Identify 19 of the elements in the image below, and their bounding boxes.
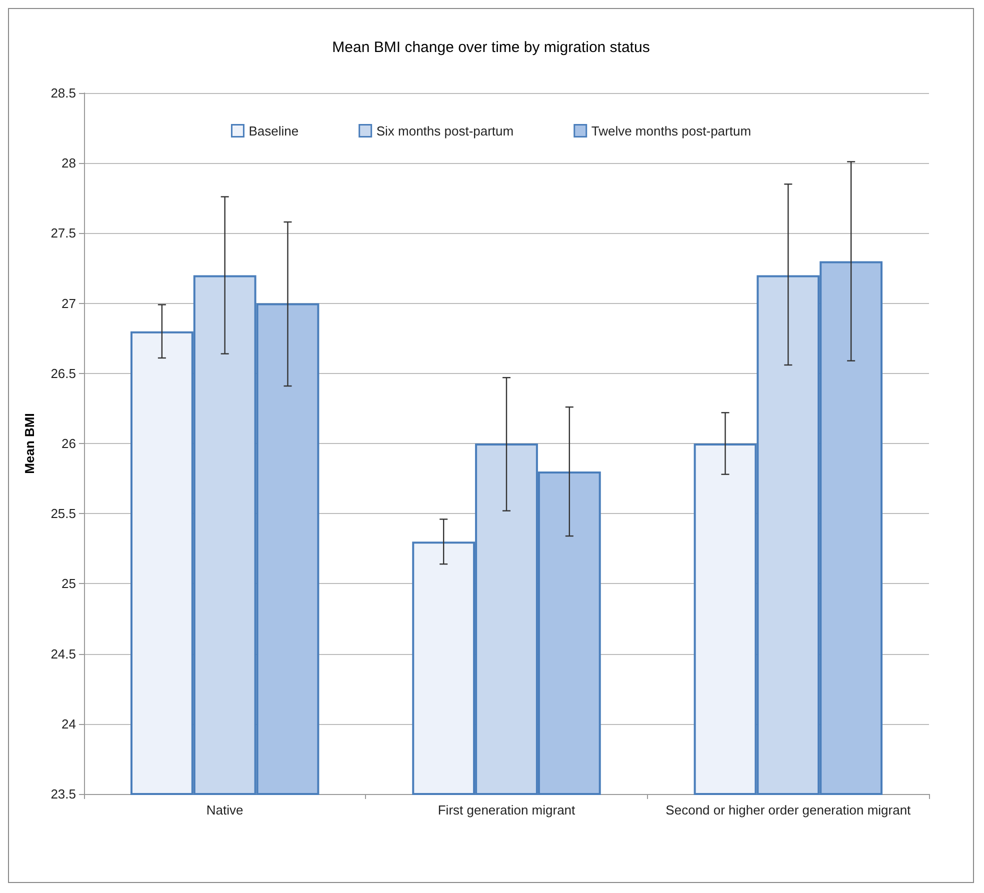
x-tick-label: Native	[206, 802, 244, 818]
x-tick-label: Second or higher order generation migrant	[666, 802, 912, 818]
legend-label: Baseline	[248, 123, 299, 138]
y-tick-label: 28.5	[50, 86, 76, 100]
y-tick-label: 24.5	[50, 646, 76, 662]
legend-label: Six months post-partum	[376, 123, 514, 138]
y-tick-label: 25	[62, 576, 76, 592]
y-axis-title: Mean BMI	[22, 413, 37, 474]
y-tick-label: 28	[62, 156, 76, 171]
legend-label: Twelve months post-partum	[591, 123, 752, 138]
y-tick-label: 24	[62, 716, 76, 732]
x-tick-label: First generation migrant	[438, 802, 576, 818]
y-tick-label: 27.5	[50, 226, 76, 241]
chart-title: Mean BMI change over time by migration status	[332, 39, 650, 56]
y-tick-label: 27	[62, 296, 76, 311]
y-tick-label: 23.5	[50, 786, 76, 802]
y-tick-label: 26	[62, 436, 76, 451]
y-tick-label: 26.5	[50, 366, 76, 381]
y-tick-label: 25.5	[50, 506, 76, 522]
